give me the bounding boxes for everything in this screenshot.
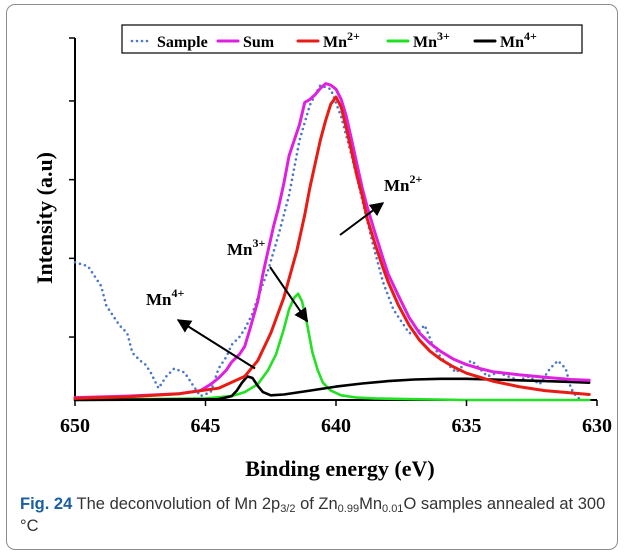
series-line-sample (73, 83, 583, 402)
legend-label: Sum (243, 34, 275, 51)
caption-sub: 3/2 (280, 503, 296, 515)
peak-label: Mn2+ (384, 172, 423, 195)
x-tick-label: 650 (60, 415, 90, 437)
x-tick-label: 645 (191, 415, 221, 437)
figure-frame (6, 4, 618, 550)
peak-label: Mn4+ (146, 286, 185, 309)
caption-text: of Zn (295, 495, 338, 513)
series-line-sum (73, 82, 591, 400)
peak-annotations: Mn2+ Mn3+ Mn4+ (146, 172, 423, 370)
caption-text: Mn (359, 495, 383, 513)
chart-curves (73, 82, 591, 402)
annotation-arrow (176, 319, 256, 370)
annotation-arrow (339, 202, 385, 236)
chart-legend: Sample Sum Mn2+ Mn3+ Mn4+ (121, 24, 583, 54)
x-axis-label: Binding energy (eV) (245, 456, 434, 481)
caption-sub: 0.99 (337, 503, 360, 515)
x-tick-label: 640 (321, 415, 351, 437)
series-line-mn4plus (73, 375, 591, 402)
annotation-arrow (269, 266, 309, 323)
legend-label: Sample (157, 34, 208, 51)
x-tick-labels: 650 645 640 635 630 (60, 400, 612, 437)
caption-sub: 0.01 (382, 503, 404, 515)
peak-label: Mn3+ (227, 236, 266, 259)
legend-box (121, 24, 583, 54)
y-axis-label: Intensity (a.u) (32, 152, 57, 284)
x-tick-label: 635 (452, 415, 482, 437)
x-tick-label: 630 (582, 415, 612, 437)
caption-text: O samples annealed at 300 °C (20, 495, 606, 535)
caption-text: The deconvolution of Mn 2p (72, 495, 281, 513)
series-line-mn3plus (73, 292, 591, 402)
series-line-mn2plus (73, 95, 591, 400)
figure-caption: Fig. 24 The deconvolution of Mn 2p3/2 of… (20, 493, 610, 537)
caption-label: Fig. 24 (20, 495, 73, 513)
